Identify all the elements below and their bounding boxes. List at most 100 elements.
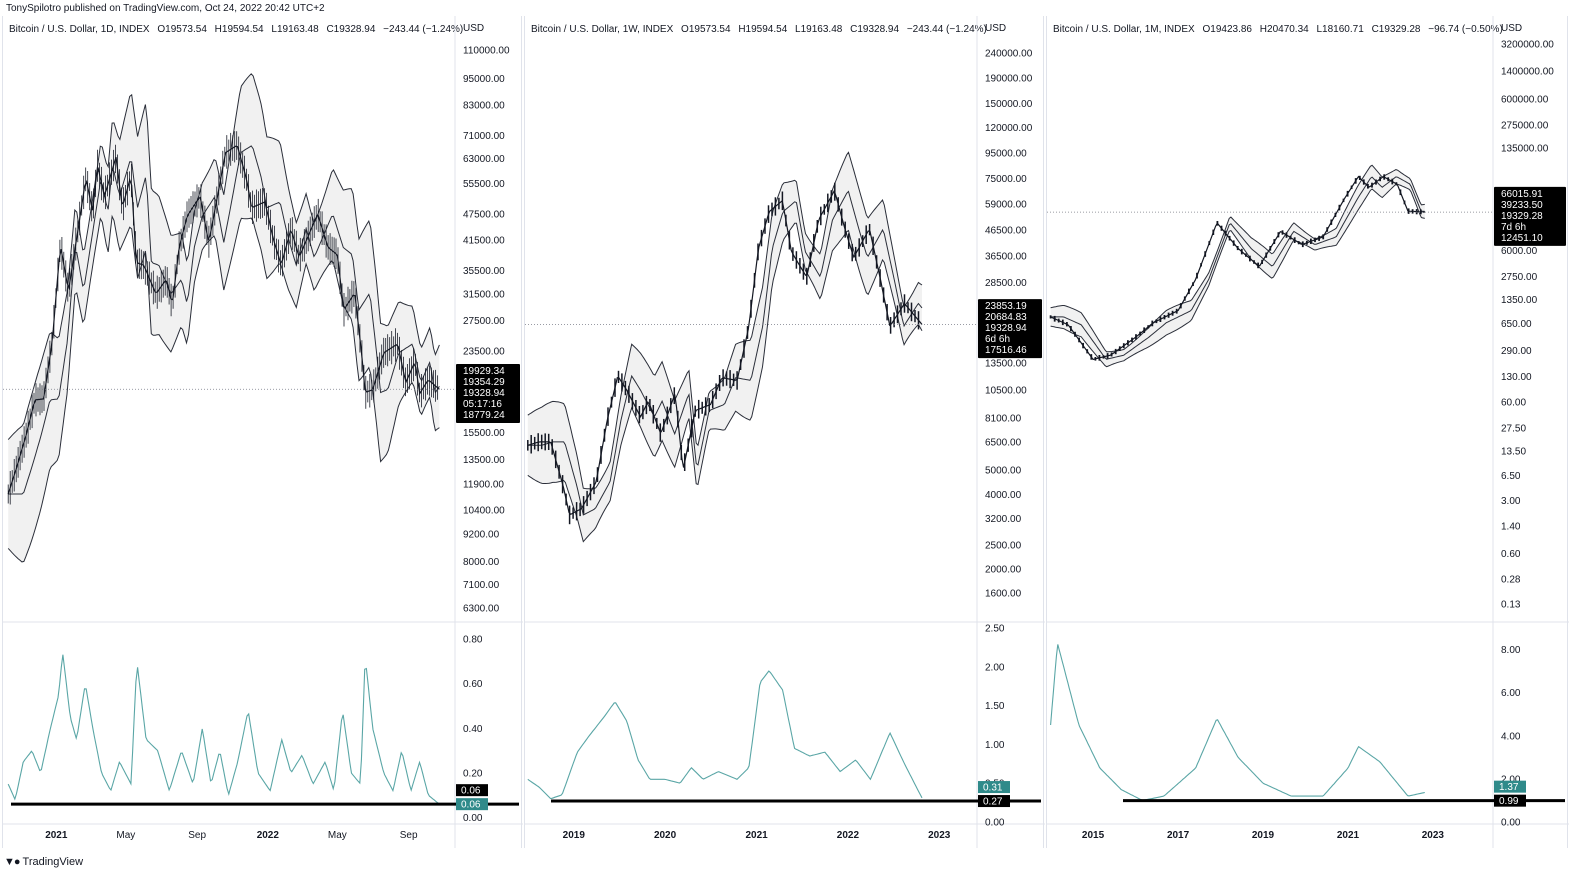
time-tick-label: 2020: [654, 830, 677, 841]
chart-canvas[interactable]: USD 3200000.00 1400000.00 600000.00 275000.0…: [1047, 16, 1569, 848]
price-tick-label: 6000.00: [1501, 246, 1538, 257]
chart-canvas[interactable]: USD 240000.00 190000.00 150000.00 120000.00 9…: [525, 16, 1045, 848]
price-tick-label: 47500.00: [463, 209, 505, 220]
price-tick-label: 650.00: [1501, 319, 1532, 330]
indicator-tick-label: 2.00: [985, 662, 1005, 673]
indicator-tick-label: 0.00: [463, 813, 483, 824]
indicator-value-box: [1494, 780, 1526, 793]
price-label-value: 17516.46: [985, 345, 1027, 356]
indicator-line: [7, 654, 440, 805]
indicator-tick-label: 8.00: [1501, 645, 1521, 656]
time-tick-label: 2023: [928, 830, 951, 841]
middle-band-line: [527, 190, 923, 516]
price-tick-label: 6500.00: [985, 437, 1022, 448]
price-tick-label: 6300.00: [463, 604, 500, 615]
indicator-value-box: [456, 784, 488, 797]
price-label-value: 23853.19: [985, 301, 1027, 312]
price-tick-label: 8000.00: [463, 557, 500, 568]
price-label-value: 39233.50: [1501, 200, 1543, 211]
indicator-value-label: 0.06: [461, 786, 481, 797]
price-tick-label: 5000.00: [985, 466, 1022, 477]
chart-panel-1w[interactable]: Bitcoin / U.S. Dollar, 1W, INDEX O19573.…: [524, 16, 1045, 848]
time-tick-label: 2017: [1167, 830, 1190, 841]
footer-label: TradingView: [22, 856, 84, 868]
legend-high: H19594.54: [738, 24, 788, 35]
price-tick-label: 0.60: [1501, 549, 1521, 560]
indicator-value-box: [978, 781, 1010, 794]
price-tick-label: 95000.00: [985, 148, 1027, 159]
time-tick-label: 2021: [45, 830, 68, 841]
price-tick-label: 135000.00: [1501, 144, 1549, 155]
currency-label: USD: [985, 23, 1006, 34]
indicator-tick-label: 0.00: [985, 818, 1005, 829]
band-fill: [527, 152, 922, 542]
indicator-value-label: 0.06: [461, 800, 481, 811]
price-label-value: 19328.94: [463, 388, 505, 399]
legend-close: C19329.28: [1371, 24, 1421, 35]
indicator-tick-label: 0.80: [463, 635, 483, 646]
indicator-line: [1050, 644, 1425, 801]
price-tick-label: 95000.00: [463, 74, 505, 85]
price-label-value: 7d 6h: [1501, 222, 1526, 233]
price-tick-label: 10500.00: [985, 386, 1027, 397]
indicator-value-box: [978, 795, 1010, 808]
indicator-tick-label: 4.00: [1501, 731, 1521, 742]
price-label-value: 19929.34: [463, 366, 505, 377]
price-tick-label: 275000.00: [1501, 120, 1549, 131]
indicator-tick-label: 0.00: [1501, 818, 1521, 829]
lower-band-line: [1050, 183, 1425, 368]
legend-open: O19573.54: [681, 24, 731, 35]
price-tick-label: 35500.00: [463, 266, 505, 277]
price-tick-label: 60.00: [1501, 398, 1526, 409]
indicator-value-label: 0.99: [1499, 796, 1519, 807]
price-tick-label: 46500.00: [985, 225, 1027, 236]
legend-change: −243.44 (−1.24%): [906, 24, 987, 35]
tradingview-footer[interactable]: ▼● TradingView: [4, 856, 83, 868]
legend-low: L19163.48: [795, 24, 843, 35]
middle-band-line: [8, 145, 440, 495]
price-tick-label: 190000.00: [985, 74, 1033, 85]
time-tick-label: Sep: [188, 830, 206, 841]
price-tick-label: 3.00: [1501, 496, 1521, 507]
price-tick-label: 23500.00: [463, 347, 505, 358]
price-tick-label: 1600.00: [985, 589, 1022, 600]
price-tick-label: 130.00: [1501, 372, 1532, 383]
time-tick-label: 2019: [1252, 830, 1275, 841]
indicator-value-label: 1.37: [1499, 782, 1519, 793]
indicator-tick-label: 2.50: [985, 624, 1005, 635]
legend-high: H20470.34: [1259, 24, 1309, 35]
price-tick-label: 10400.00: [463, 506, 505, 517]
indicator-value-label: 0.27: [983, 797, 1003, 808]
legend-open: O19573.54: [157, 24, 207, 35]
time-tick-label: 2019: [563, 830, 586, 841]
published-by-text: TonySpilotro published on TradingView.co…: [6, 3, 325, 14]
chart-canvas[interactable]: USD 110000.00 95000.00 83000.00 71000.00 6300…: [3, 16, 523, 848]
tradingview-logo-icon: ▼●: [4, 856, 21, 868]
price-label-value: 18779.24: [463, 410, 505, 421]
chart-panel-1m[interactable]: Bitcoin / U.S. Dollar, 1M, INDEX O19423.…: [1046, 16, 1569, 848]
price-label-value: 05:17:16: [463, 399, 502, 410]
price-tick-label: 11900.00: [463, 479, 504, 490]
price-tick-label: 7100.00: [463, 580, 500, 591]
price-tick-label: 71000.00: [463, 131, 505, 142]
price-tick-label: 290.00: [1501, 346, 1532, 357]
chart-panel-1d[interactable]: Bitcoin / U.S. Dollar, 1D, INDEX O19573.…: [2, 16, 523, 848]
legend-close: C19328.94: [326, 24, 376, 35]
currency-label: USD: [1501, 23, 1522, 34]
indicator-tick-label: 2.00: [1501, 774, 1521, 785]
price-tick-label: 1.40: [1501, 521, 1521, 532]
indicator-line: [527, 670, 923, 800]
indicator-value-label: 0.31: [983, 783, 1003, 794]
legend-symbol: Bitcoin / U.S. Dollar, 1W, INDEX: [531, 24, 674, 35]
indicator-value-box: [456, 798, 488, 811]
time-tick-label: 2021: [1337, 830, 1360, 841]
price-tick-label: 150000.00: [985, 99, 1033, 110]
price-tick-label: 59000.00: [985, 200, 1027, 211]
price-tick-label: 1350.00: [1501, 295, 1538, 306]
price-close-line: [1050, 175, 1425, 361]
price-tick-label: 0.13: [1501, 600, 1521, 611]
price-tick-label: 2000.00: [985, 564, 1022, 575]
price-tick-label: 4000.00: [985, 490, 1022, 501]
price-label-box: [456, 363, 520, 423]
price-tick-label: 28500.00: [985, 278, 1027, 289]
